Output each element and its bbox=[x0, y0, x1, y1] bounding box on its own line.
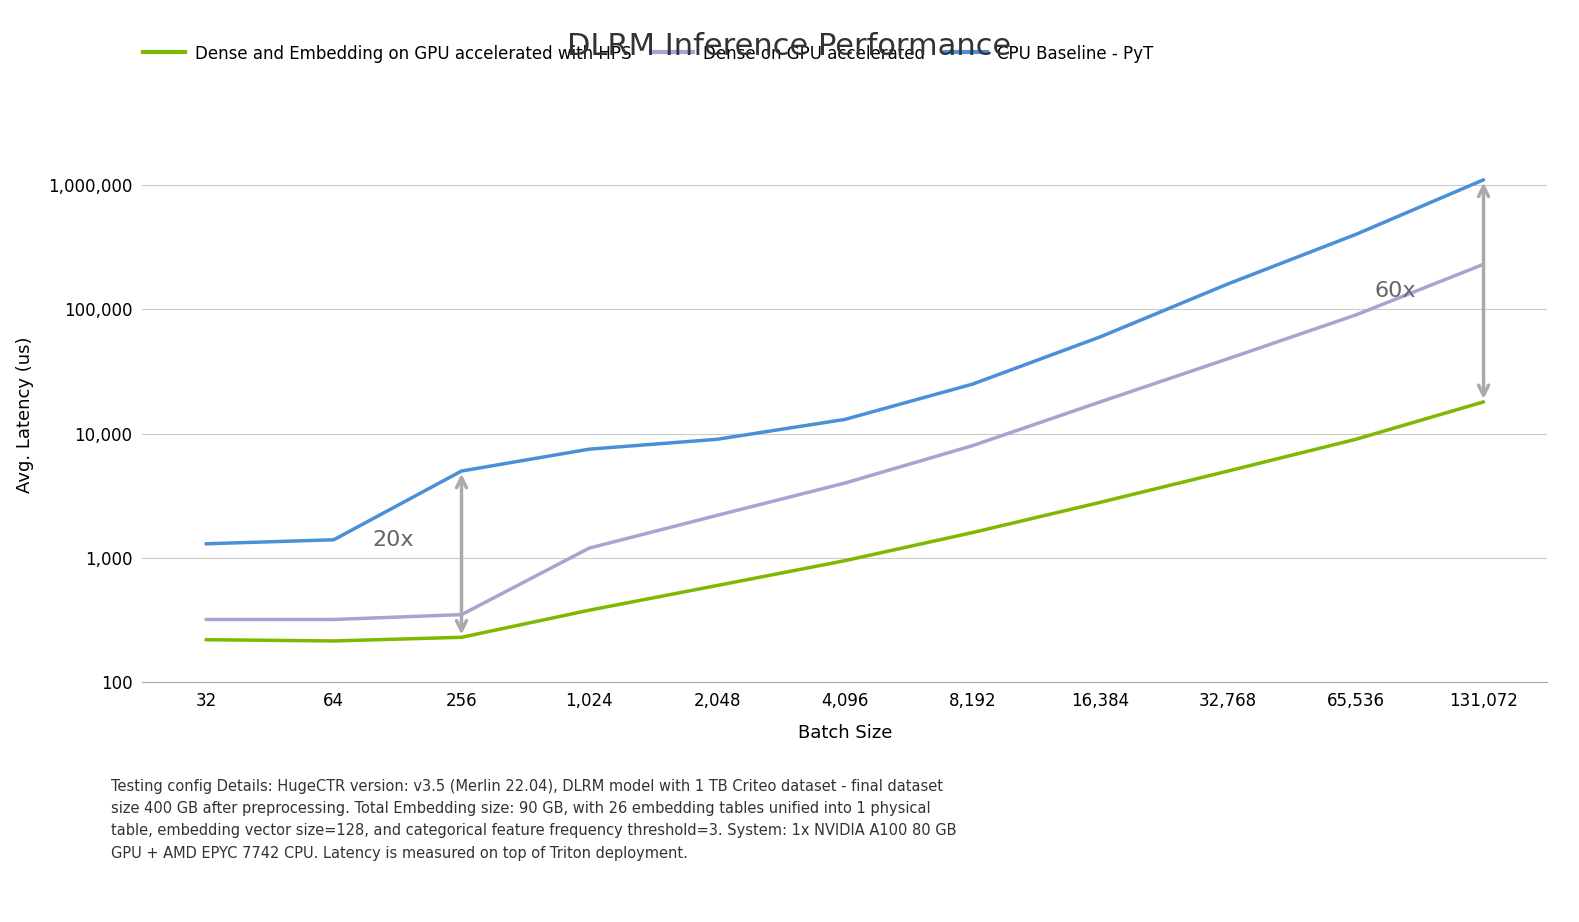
Dense on GPU accelerated bbox=[707, 510, 726, 521]
CPU Baseline - PyT bbox=[1219, 278, 1238, 290]
Dense on GPU accelerated bbox=[835, 478, 854, 489]
Dense on GPU accelerated bbox=[579, 542, 598, 553]
Dense on GPU accelerated bbox=[452, 609, 471, 621]
Dense and Embedding on GPU accelerated with HPS bbox=[835, 555, 854, 566]
Dense and Embedding on GPU accelerated with HPS bbox=[1347, 433, 1366, 444]
Dense and Embedding on GPU accelerated with HPS bbox=[452, 632, 471, 643]
Line: CPU Baseline - PyT: CPU Baseline - PyT bbox=[205, 180, 1484, 544]
Text: DLRM Inference Performance: DLRM Inference Performance bbox=[567, 32, 1012, 61]
Line: Dense on GPU accelerated: Dense on GPU accelerated bbox=[205, 265, 1484, 620]
CPU Baseline - PyT bbox=[963, 379, 982, 390]
CPU Baseline - PyT bbox=[196, 538, 215, 550]
Dense on GPU accelerated bbox=[963, 440, 982, 451]
Dense and Embedding on GPU accelerated with HPS bbox=[1219, 466, 1238, 477]
X-axis label: Batch Size: Batch Size bbox=[797, 724, 892, 742]
CPU Baseline - PyT bbox=[1091, 331, 1110, 342]
Dense and Embedding on GPU accelerated with HPS bbox=[1475, 396, 1494, 408]
Dense on GPU accelerated bbox=[1219, 353, 1238, 364]
CPU Baseline - PyT bbox=[452, 466, 471, 477]
CPU Baseline - PyT bbox=[1475, 174, 1494, 185]
Dense and Embedding on GPU accelerated with HPS bbox=[196, 634, 215, 645]
Dense and Embedding on GPU accelerated with HPS bbox=[963, 527, 982, 538]
Dense and Embedding on GPU accelerated with HPS bbox=[324, 635, 343, 646]
Dense on GPU accelerated bbox=[324, 614, 343, 625]
Text: Testing config Details: HugeCTR version: v3.5 (Merlin 22.04), DLRM model with 1 : Testing config Details: HugeCTR version:… bbox=[111, 779, 955, 861]
CPU Baseline - PyT bbox=[707, 433, 726, 444]
CPU Baseline - PyT bbox=[835, 414, 854, 425]
Y-axis label: Avg. Latency (us): Avg. Latency (us) bbox=[16, 337, 35, 493]
Dense on GPU accelerated bbox=[1347, 310, 1366, 321]
Line: Dense and Embedding on GPU accelerated with HPS: Dense and Embedding on GPU accelerated w… bbox=[205, 402, 1484, 641]
Dense on GPU accelerated bbox=[1475, 259, 1494, 270]
Dense and Embedding on GPU accelerated with HPS bbox=[579, 605, 598, 616]
Legend: Dense and Embedding on GPU accelerated with HPS, Dense on GPU accelerated, CPU B: Dense and Embedding on GPU accelerated w… bbox=[136, 38, 1159, 69]
Dense on GPU accelerated bbox=[1091, 396, 1110, 408]
CPU Baseline - PyT bbox=[324, 534, 343, 545]
Dense on GPU accelerated bbox=[196, 614, 215, 625]
CPU Baseline - PyT bbox=[1347, 229, 1366, 240]
Text: 20x: 20x bbox=[373, 530, 414, 550]
Dense and Embedding on GPU accelerated with HPS bbox=[707, 580, 726, 591]
Text: 60x: 60x bbox=[1375, 281, 1416, 301]
CPU Baseline - PyT bbox=[579, 443, 598, 455]
Dense and Embedding on GPU accelerated with HPS bbox=[1091, 497, 1110, 508]
